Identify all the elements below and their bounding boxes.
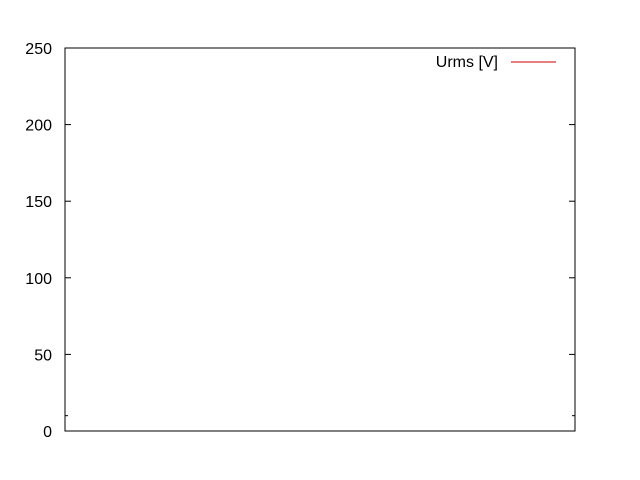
plot-frame	[64, 47, 576, 432]
y-tick-label-200: 200	[25, 118, 52, 135]
legend: Urms [V]	[436, 54, 556, 71]
y-tick-label-50: 50	[34, 347, 52, 364]
legend-label: Urms [V]	[436, 54, 498, 71]
y-tick-label-250: 250	[25, 41, 52, 58]
y-tick-label-150: 150	[25, 194, 52, 211]
y-axis-ticks	[65, 124, 575, 417]
y-tick-label-0: 0	[43, 424, 52, 441]
y-tick-label-100: 100	[25, 271, 52, 288]
y-axis-tick-labels: 0 50 100 150 200 250	[25, 41, 52, 441]
